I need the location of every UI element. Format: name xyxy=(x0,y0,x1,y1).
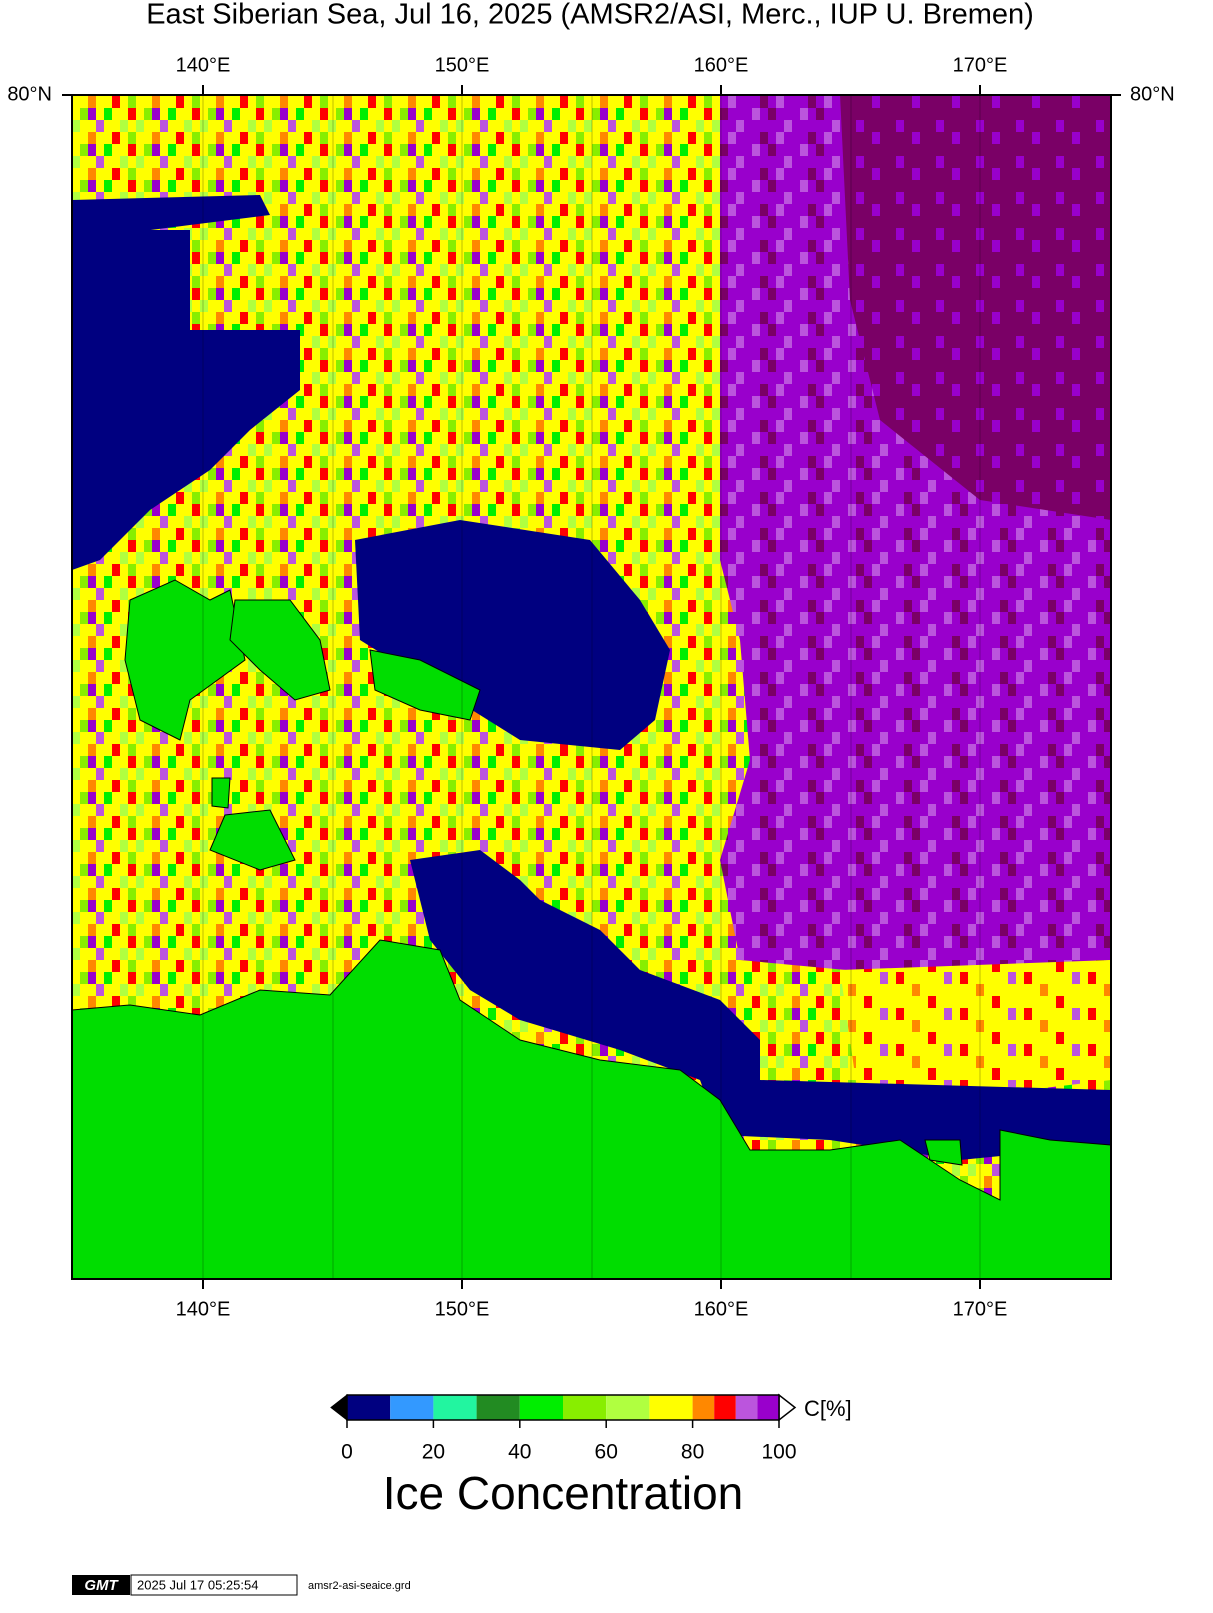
colorbar-unit: C[%] xyxy=(804,1396,852,1421)
map-frame xyxy=(71,94,1112,1280)
map xyxy=(71,94,1112,1280)
colorbar-segment xyxy=(563,1395,607,1420)
colorbar-tick-label: 40 xyxy=(508,1441,531,1464)
over-triangle xyxy=(778,1393,797,1422)
colorbar-segment xyxy=(714,1395,736,1420)
colorbar-segment xyxy=(476,1395,520,1420)
lon-label: 140°E xyxy=(176,54,231,76)
colorbar-segment xyxy=(606,1395,650,1420)
lon-label: 170°E xyxy=(953,54,1008,76)
island xyxy=(209,809,296,871)
island xyxy=(924,1139,963,1166)
under-triangle xyxy=(330,1393,348,1422)
file-name: amsr2-asi-seaice.grd xyxy=(308,1580,411,1592)
colorbar-title: Ice Concentration xyxy=(383,1467,744,1519)
island xyxy=(211,777,231,809)
colorbar-segment xyxy=(347,1395,391,1420)
timestamp: 2025 Jul 17 05:25:54 xyxy=(137,1577,258,1592)
colorbar-tick-label: 20 xyxy=(422,1441,445,1464)
island xyxy=(124,579,246,741)
colorbar-segment xyxy=(757,1395,779,1420)
colorbar-segment xyxy=(735,1395,758,1420)
lon-label: 150°E xyxy=(435,54,490,76)
open-water xyxy=(410,850,1111,1160)
lat-label: 80°N xyxy=(7,83,52,105)
colorbar-tick-label: 100 xyxy=(761,1441,796,1464)
map-title: East Siberian Sea, Jul 16, 2025 (AMSR2/A… xyxy=(146,0,1034,31)
colorbar-segment xyxy=(390,1395,434,1420)
open-water xyxy=(355,520,670,750)
colorbar-segment xyxy=(519,1395,563,1420)
lon-label: 160°E xyxy=(694,1298,749,1320)
colorbar-frame xyxy=(346,1394,780,1421)
colorbar-segment xyxy=(433,1395,477,1420)
lon-label: 140°E xyxy=(176,1298,231,1320)
lon-label: 150°E xyxy=(435,1298,490,1320)
island xyxy=(369,649,481,721)
timestamp-box xyxy=(130,1574,298,1596)
colorbar-segment xyxy=(692,1395,715,1420)
island xyxy=(229,599,331,701)
colorbar-tick-label: 0 xyxy=(341,1441,353,1464)
ice-south xyxy=(840,960,1111,1110)
lon-label: 170°E xyxy=(953,1298,1008,1320)
logo: GMT xyxy=(84,1577,119,1594)
colorbar-segment xyxy=(649,1395,693,1420)
open-water xyxy=(72,230,300,570)
lon-label: 160°E xyxy=(694,54,749,76)
colorbar-tick-label: 80 xyxy=(681,1441,704,1464)
colorbar-tick-label: 60 xyxy=(595,1441,618,1464)
open-water xyxy=(72,195,270,240)
lat-label: 80°N xyxy=(1130,83,1175,105)
logo-box xyxy=(72,1575,130,1595)
ice-full xyxy=(840,95,1111,520)
